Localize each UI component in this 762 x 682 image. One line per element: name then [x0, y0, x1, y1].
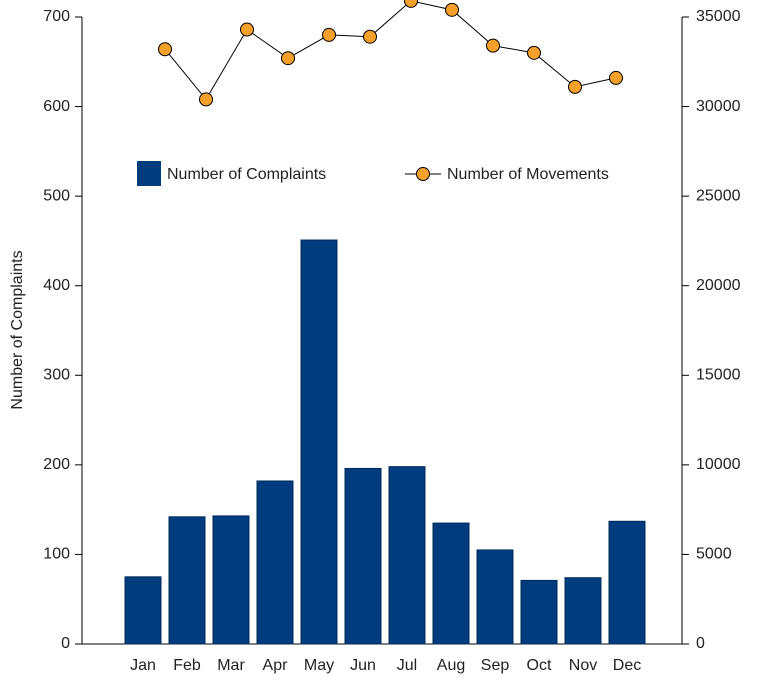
y-tick-label: 0: [61, 635, 70, 652]
y-tick-label: 700: [43, 8, 70, 25]
y-tick-label: 200: [43, 456, 70, 473]
y-tick-label: 600: [43, 98, 70, 115]
legend-label: Number of Movements: [447, 166, 609, 183]
legend-label: Number of Complaints: [167, 166, 326, 183]
marker: [404, 0, 418, 8]
bar: [432, 522, 470, 645]
bar: [300, 239, 338, 645]
y-tick-label: 500: [43, 187, 70, 204]
bar: [476, 549, 514, 645]
marker: [568, 79, 582, 94]
x-tick-label: Apr: [263, 657, 289, 674]
marker: [281, 51, 295, 66]
marker: [527, 45, 541, 60]
y2-tick-label: 10000: [696, 456, 741, 473]
marker: [486, 38, 500, 53]
bar: [168, 516, 206, 645]
y2-tick-label: 5000: [696, 546, 732, 563]
x-tick-label: Jun: [350, 657, 376, 674]
y2-tick-label: 35000: [696, 8, 741, 25]
y2-tick-label: 20000: [696, 277, 741, 294]
marker: [240, 22, 254, 37]
bar: [608, 520, 646, 645]
y2-tick-label: 30000: [696, 98, 741, 115]
x-tick-label: Jul: [397, 657, 417, 674]
y-axis-title: Number of Complaints: [9, 250, 26, 409]
x-tick-label: May: [304, 657, 334, 674]
y2-tick-label: 25000: [696, 187, 741, 204]
bar: [520, 579, 558, 645]
bar: [124, 576, 162, 645]
x-tick-label: Jan: [130, 657, 156, 674]
marker: [609, 70, 623, 85]
bar: [256, 480, 294, 645]
y-tick-label: 300: [43, 367, 70, 384]
bar: [564, 577, 602, 645]
x-tick-label: Oct: [527, 657, 552, 674]
marker: [199, 92, 213, 107]
y2-tick-label: 0: [696, 635, 705, 652]
y-tick-label: 400: [43, 277, 70, 294]
x-tick-label: Aug: [437, 657, 465, 674]
legend-swatch: [137, 161, 161, 186]
marker: [158, 42, 172, 57]
legend-marker: [416, 167, 430, 181]
line: [164, 0, 617, 101]
x-tick-label: Mar: [217, 657, 245, 674]
marker: [363, 29, 377, 44]
x-tick-label: Sep: [481, 657, 510, 674]
bar: [388, 466, 426, 645]
bar: [344, 467, 382, 645]
bar: [212, 515, 250, 645]
y-tick-label: 100: [43, 546, 70, 563]
marker: [445, 2, 459, 17]
x-tick-label: Dec: [613, 657, 641, 674]
x-tick-label: Feb: [173, 657, 201, 674]
x-tick-label: Nov: [569, 657, 597, 674]
marker: [322, 27, 336, 42]
y2-tick-label: 15000: [696, 367, 741, 384]
